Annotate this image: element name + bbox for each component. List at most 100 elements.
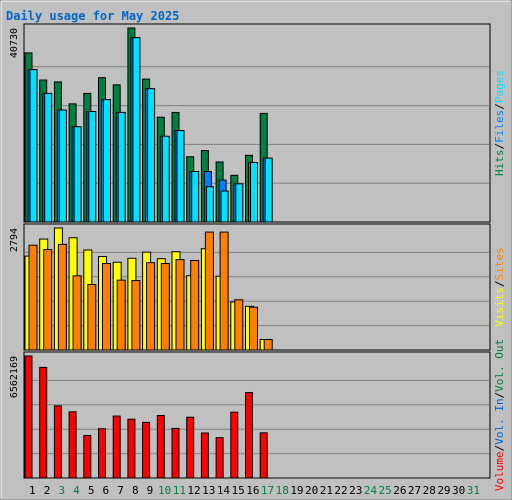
bar-volume-day-16 [245, 391, 253, 479]
bar-volume-day-13 [200, 432, 209, 479]
x-tick-label-day-18: 18 [276, 484, 289, 497]
bar-volume-day-8 [127, 418, 136, 479]
bar-volume-day-15 [230, 411, 239, 479]
bar-pages-day-9 [147, 88, 156, 223]
bar-sites-day-9 [146, 262, 156, 351]
bar-volume-day-6 [98, 428, 106, 479]
bar-pages-day-5 [88, 110, 97, 223]
x-tick-label-day-11: 11 [173, 484, 186, 497]
x-tick-label-day-19: 19 [290, 484, 303, 497]
x-tick-label-day-20: 20 [305, 484, 318, 497]
x-tick-label-day-8: 8 [132, 484, 139, 497]
series-label-volume: Volume [493, 451, 506, 491]
x-tick-label-day-3: 3 [58, 484, 65, 497]
bar-sites-day-11 [175, 259, 185, 351]
x-tick-label-day-29: 29 [437, 484, 450, 497]
panel-frame [23, 351, 491, 479]
x-tick-label-day-4: 4 [73, 484, 80, 497]
bar-pages-day-2 [44, 92, 53, 223]
bar-pages-day-12 [191, 171, 200, 223]
bar-pages-day-16 [250, 161, 258, 223]
bar-pages-day-15 [235, 183, 244, 223]
x-tick-label-day-10: 10 [158, 484, 171, 497]
series-label-sites: Sites [493, 247, 506, 280]
y-max-label: 40730 [9, 28, 20, 58]
x-tick-label-day-30: 30 [452, 484, 465, 497]
x-tick-label-day-16: 16 [246, 484, 259, 497]
bar-sites-day-5 [87, 284, 97, 351]
bar-sites-day-15 [234, 299, 244, 351]
x-tick-label-day-13: 13 [202, 484, 215, 497]
bar-pages-day-4 [73, 126, 82, 223]
x-tick-label-day-28: 28 [423, 484, 436, 497]
bar-sites-day-16 [249, 306, 258, 351]
y-max-label: 2794 [9, 228, 20, 252]
bar-pages-day-13 [205, 186, 214, 223]
series-label-separator: / [493, 392, 506, 399]
panel-visits-sites: 2794 Visits/Sites [9, 223, 506, 351]
series-labels: Visits/Sites [493, 247, 506, 327]
series-label-separator: / [493, 143, 506, 150]
bar-pages-day-14 [220, 190, 229, 223]
bar-sites-day-1 [28, 244, 38, 351]
x-tick-label-day-25: 25 [379, 484, 392, 497]
series-label-visits: Visits [493, 287, 506, 327]
x-tick-label-day-23: 23 [349, 484, 362, 497]
bar-pages-day-17 [264, 157, 273, 223]
x-tick-label-day-2: 2 [44, 484, 51, 497]
bar-volume-day-2 [39, 366, 48, 479]
bar-sites-day-13 [204, 231, 214, 351]
bar-pages-day-8 [132, 37, 141, 223]
x-tick-label-day-21: 21 [320, 484, 333, 497]
series-label-vol-in: Vol. In [493, 398, 506, 444]
bar-sites-day-4 [72, 275, 82, 351]
x-tick-label-day-5: 5 [88, 484, 95, 497]
x-tick-label-day-22: 22 [334, 484, 347, 497]
x-tick-label-day-24: 24 [364, 484, 378, 497]
bar-volume-day-4 [68, 411, 77, 479]
bar-sites-day-3 [57, 243, 67, 351]
bar-sites-day-17 [263, 339, 273, 351]
bar-sites-day-12 [190, 259, 200, 351]
x-tick-label-day-12: 12 [187, 484, 200, 497]
bar-sites-day-7 [116, 279, 126, 351]
x-tick-label-day-1: 1 [29, 484, 36, 497]
bar-volume-day-7 [112, 415, 121, 479]
x-tick-label-day-17: 17 [261, 484, 274, 497]
bar-volume-day-11 [171, 427, 180, 479]
bar-sites-day-8 [131, 280, 141, 351]
bar-pages-day-7 [117, 111, 126, 223]
x-tick-label-day-6: 6 [103, 484, 110, 497]
bar-volume-day-1 [24, 355, 33, 479]
bar-pages-day-10 [161, 135, 170, 223]
chart-title: Daily usage for May 2025 [6, 9, 179, 23]
chart-panels: 40730Hits/Files/Pages2794Visits/Sites656… [9, 23, 506, 491]
series-labels: Hits/Files/Pages [493, 70, 506, 176]
bar-volume-day-17 [259, 432, 268, 479]
y-max-label: 6562169 [9, 356, 20, 398]
x-tick-label-day-31: 31 [467, 484, 480, 497]
bar-volume-day-5 [83, 434, 92, 479]
bar-sites-day-10 [160, 263, 170, 351]
series-label-pages: Pages [493, 70, 506, 103]
bar-sites-day-6 [102, 263, 111, 351]
series-label-hits: Hits [493, 150, 506, 177]
x-tick-label-day-7: 7 [117, 484, 124, 497]
x-tick-label-day-14: 14 [217, 484, 231, 497]
bar-volume-day-14 [215, 437, 224, 479]
bar-volume-day-3 [53, 405, 62, 479]
bar-sites-day-14 [219, 231, 229, 351]
series-label-files: Files [493, 110, 506, 143]
x-tick-label-day-9: 9 [147, 484, 154, 497]
series-label-separator: / [493, 280, 506, 287]
series-labels: Volume/Vol. In/Vol. Out [493, 339, 506, 491]
bar-pages-day-11 [176, 130, 185, 223]
bar-volume-day-12 [186, 416, 195, 479]
bar-volume-day-10 [156, 415, 165, 479]
series-label-vol-out: Vol. Out [493, 339, 506, 392]
bar-volume-day-9 [142, 421, 151, 479]
x-tick-label-day-27: 27 [408, 484, 421, 497]
x-axis-day-labels: 1 2 3 4 5 6 7 8 9 10 11 12 13 14 15 16 17 18 19 20 21 22 23 24 2… [29, 484, 480, 497]
